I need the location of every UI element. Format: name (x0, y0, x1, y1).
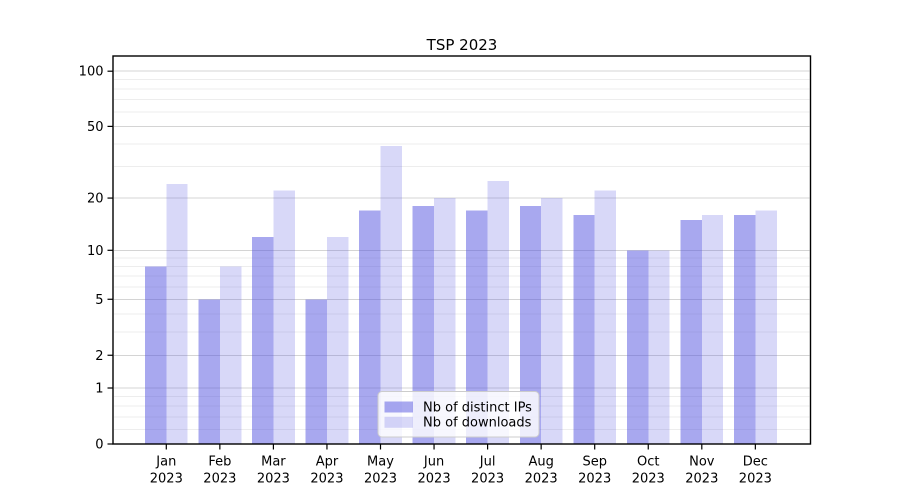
bar-downloads-sep (594, 190, 617, 444)
y-tick-label: 100 (79, 65, 104, 80)
x-tick-label: Aug 2023 (525, 455, 558, 487)
y-tick-label: 20 (87, 192, 104, 207)
x-tick-label: Jan 2023 (150, 455, 183, 487)
legend-swatch-ips (384, 401, 413, 413)
x-tick-label: Jun 2023 (418, 455, 451, 487)
bar-downloads-feb (219, 266, 242, 444)
x-tick-label: Mar 2023 (257, 455, 290, 487)
x-tick-label: May 2023 (364, 455, 397, 487)
bar-downloads-aug (541, 198, 563, 444)
bar-ips-jul (466, 210, 488, 444)
bar-ips-apr (305, 299, 327, 444)
y-tick-label: 1 (95, 382, 103, 397)
y-tick-label: 2 (95, 349, 103, 364)
bar-ips-aug (519, 206, 542, 444)
chart-title: TSP 2023 (426, 36, 498, 54)
x-tick-label: Feb 2023 (203, 455, 236, 487)
x-tick-label: Sep 2023 (578, 455, 611, 487)
bar-downloads-jun (434, 198, 456, 444)
bar-downloads-dec (755, 210, 777, 444)
bar-downloads-mar (273, 190, 295, 444)
legend-swatch-downloads (384, 416, 413, 428)
legend-label-downloads: Nb of downloads (423, 416, 532, 431)
x-tick-label: Apr 2023 (310, 455, 343, 487)
bar-ips-jun (412, 206, 435, 444)
bar-ips-jan (144, 266, 167, 444)
y-tick-label: 10 (87, 244, 104, 259)
bar-downloads-jan (166, 183, 188, 444)
x-tick-label: Dec 2023 (739, 455, 772, 487)
y-tick-label: 0 (95, 438, 103, 453)
bar-downloads-jul (487, 180, 509, 445)
bar-ips-may (359, 210, 381, 444)
x-tick-label: Oct 2023 (632, 455, 665, 487)
bar-ips-feb (198, 299, 220, 444)
bar-downloads-apr (326, 236, 349, 444)
x-tick-label: Jul 2023 (471, 455, 504, 487)
bar-ips-sep (573, 215, 595, 444)
x-tick-label: Nov 2023 (685, 455, 718, 487)
bar-ips-oct (626, 250, 649, 444)
y-tick-label: 50 (87, 120, 104, 135)
bar-downloads-may (380, 146, 402, 444)
legend-box (377, 391, 540, 438)
bar-ips-mar (252, 236, 274, 444)
bar-ips-nov (680, 220, 702, 444)
bar-ips-dec (733, 215, 756, 444)
bar-downloads-oct (648, 250, 670, 444)
y-tick-label: 5 (95, 293, 103, 308)
bar-downloads-nov (701, 215, 724, 444)
legend-label-ips: Nb of distinct IPs (423, 400, 532, 415)
